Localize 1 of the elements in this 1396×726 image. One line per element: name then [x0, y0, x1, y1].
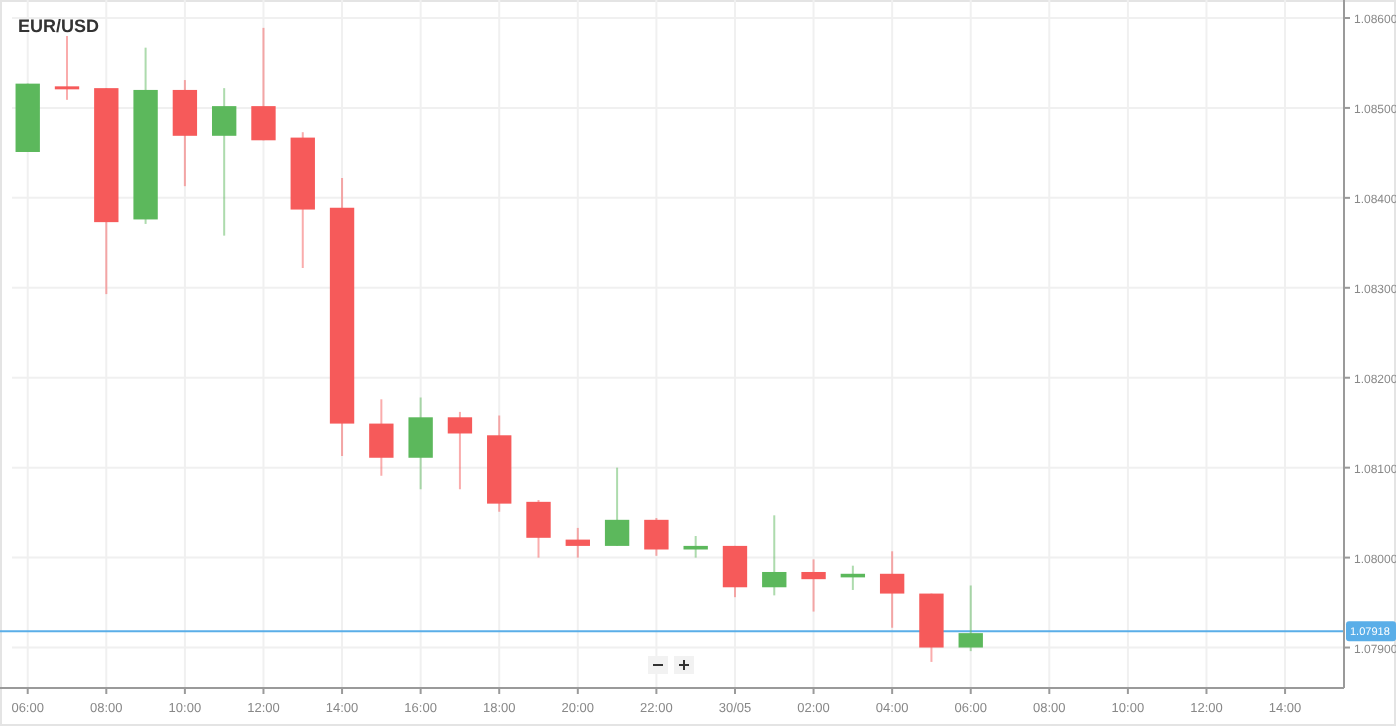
text: EUR/USD — [18, 16, 101, 36]
